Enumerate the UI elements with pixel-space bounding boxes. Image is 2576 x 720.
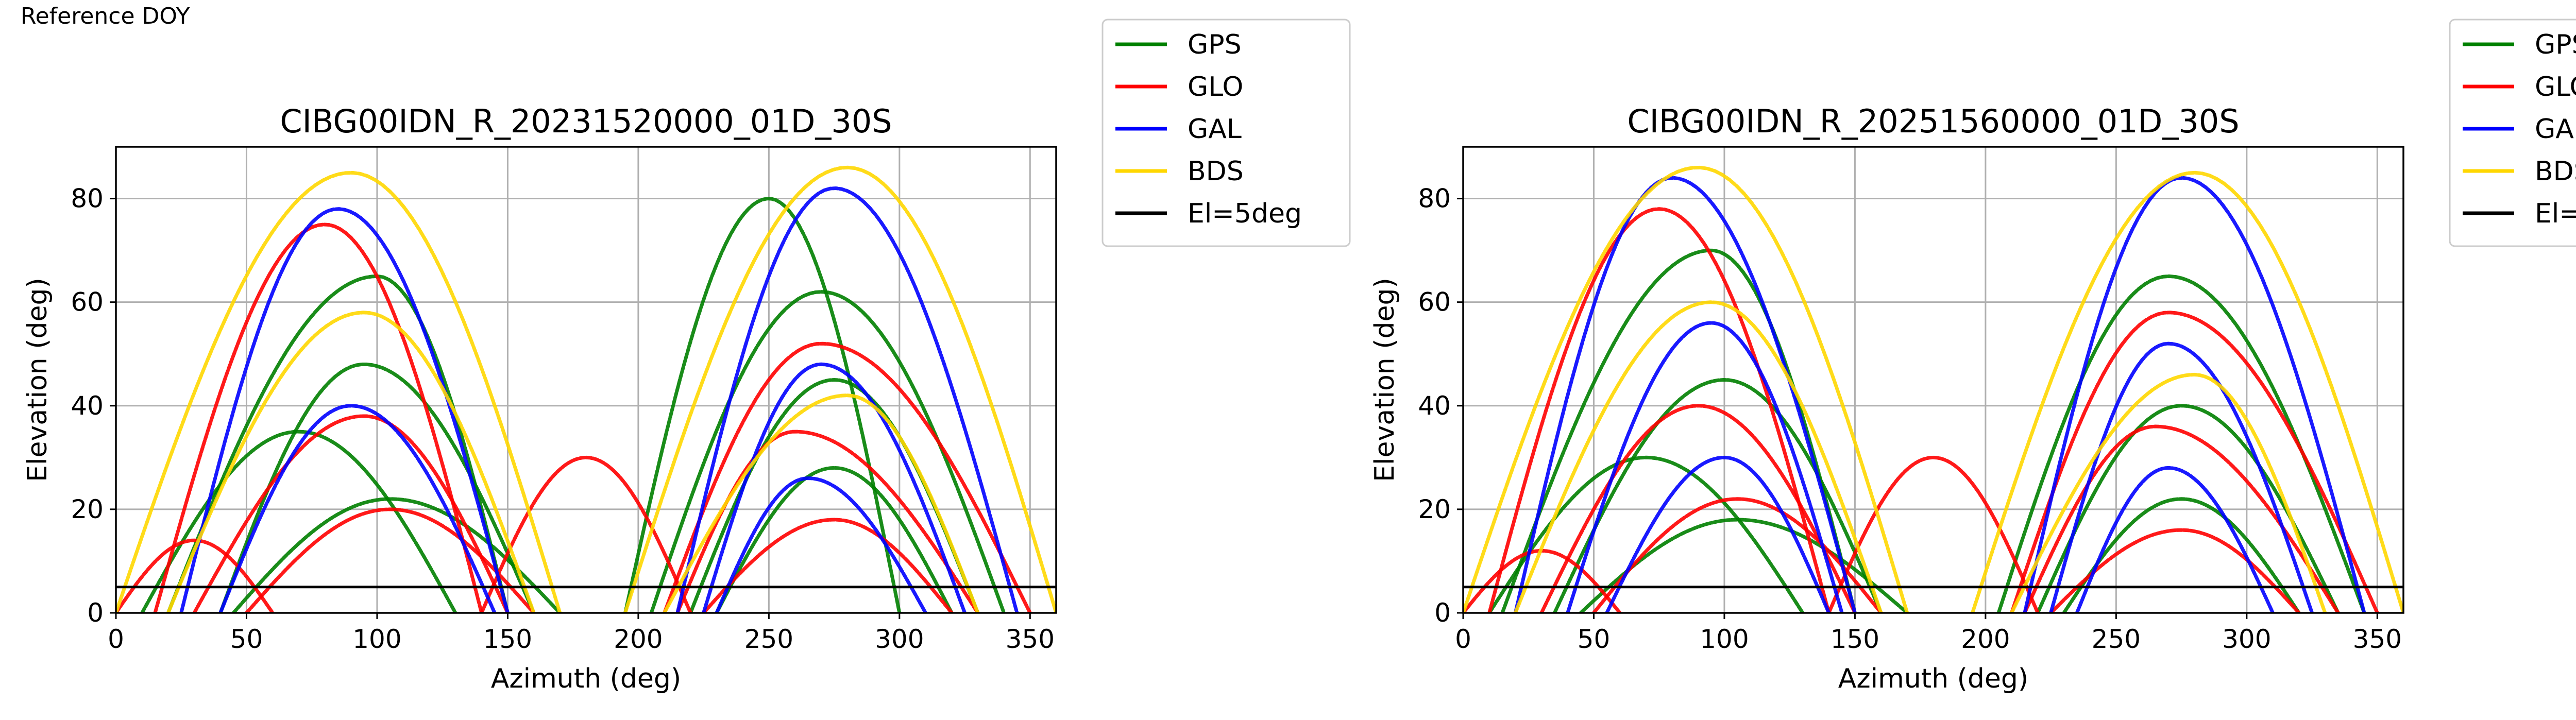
track-bds (2010, 372, 2327, 613)
track-gal (2075, 466, 2275, 613)
track-bds (116, 170, 562, 613)
track-glo (702, 518, 954, 613)
chart-1: 0 50 100 150 200 250 300 350 0 20 40 60 80 CIBG00IDN_… (22, 19, 1351, 694)
y-tick-label: 0 (87, 598, 104, 628)
legend-label: GPS (2535, 29, 2576, 60)
track-gps (218, 363, 536, 613)
figure-label: Reference DOY (21, 3, 190, 29)
track-bds (1513, 300, 1883, 613)
x-tick-label: 350 (1006, 624, 1055, 654)
track-glo (245, 507, 536, 613)
legend-label: GAL (2535, 114, 2576, 145)
y-tick-label: 80 (1418, 184, 1451, 214)
track-gal (179, 207, 510, 613)
legend-label: GPS (1188, 29, 1242, 60)
y-tick-label: 60 (71, 287, 104, 317)
track-glo (1592, 497, 1883, 613)
track-glo (153, 222, 484, 613)
track-glo (1487, 207, 1831, 613)
track-glo (192, 414, 510, 613)
track-glo (675, 430, 980, 613)
track-bds (1463, 165, 1909, 613)
y-tick-label: 20 (71, 494, 104, 524)
plot-frame (1462, 146, 2404, 614)
y-tick-label: 60 (1418, 287, 1451, 317)
x-tick-label: 200 (1961, 624, 2010, 654)
track-gps (2062, 497, 2301, 613)
x-tick-label: 350 (2353, 624, 2402, 654)
track-bds (663, 393, 980, 613)
chart-2: 0 50 100 150 200 250 300 350 0 20 40 60 80 CIBG00IDN_… (1369, 19, 2576, 694)
satellite-tracks (116, 165, 1056, 613)
track-gal (702, 362, 967, 613)
x-tick-label: 100 (352, 624, 401, 654)
track-glo (2010, 311, 2379, 613)
chart-title: CIBG00IDN_R_20251560000_01D_30S (1627, 102, 2239, 140)
x-axis-title: Azimuth (deg) (491, 663, 681, 694)
x-tick-label: 0 (1455, 624, 1471, 654)
x-axis-title: Azimuth (deg) (1838, 663, 2028, 694)
x-tick-label: 50 (230, 624, 263, 654)
x-tick-label: 150 (483, 624, 532, 654)
track-glo (1539, 404, 1857, 613)
track-gps (1487, 455, 1805, 613)
legend-label: GLO (1188, 72, 1243, 102)
y-tick-label: 80 (71, 184, 104, 214)
x-tick-label: 150 (1831, 624, 1879, 654)
track-gal (218, 404, 497, 613)
legend-box (1101, 19, 1351, 247)
legend-label: BDS (1188, 156, 1244, 187)
satellite-tracks (1463, 165, 2403, 613)
x-tick-label: 100 (1700, 624, 1749, 654)
track-gal (2049, 341, 2314, 613)
x-tick-label: 0 (108, 624, 124, 654)
track-glo (2049, 528, 2301, 613)
legend: GPS GLO GAL BDS El=5deg (1101, 19, 1351, 247)
x-tick-label: 300 (2222, 624, 2271, 654)
charts-root: 0 50 100 150 200 250 300 350020406080CIBG00IDN_… (22, 19, 2576, 694)
y-tick-label: 40 (1418, 391, 1451, 421)
legend-box (2449, 19, 2576, 247)
chart-title: CIBG00IDN_R_20231520000_01D_30S (280, 102, 892, 140)
legend-label: GAL (1188, 114, 1242, 145)
track-gps (1552, 378, 1883, 613)
track-glo (1827, 455, 2040, 613)
legend-label: BDS (2535, 156, 2576, 187)
legend: GPS GLO GAL BDS El=5deg (2449, 19, 2576, 247)
track-bds (1971, 170, 2403, 613)
track-bds (166, 311, 536, 613)
x-tick-label: 250 (2092, 624, 2141, 654)
legend-label: El=5deg (1188, 198, 1302, 229)
legend-label: GLO (2535, 72, 2576, 102)
y-tick-label: 40 (71, 391, 104, 421)
track-glo (663, 341, 1032, 613)
x-tick-label: 200 (614, 624, 663, 654)
track-gal (1605, 455, 1831, 613)
track-gal (675, 186, 1019, 613)
legend-label: El=5deg (2535, 198, 2576, 229)
x-tick-label: 250 (744, 624, 793, 654)
track-gal (1566, 321, 1844, 613)
y-tick-label: 0 (1434, 598, 1451, 628)
track-bds (623, 165, 1056, 613)
track-gps (231, 497, 562, 613)
track-gps (140, 430, 457, 613)
x-tick-label: 300 (875, 624, 924, 654)
track-gal (2023, 176, 2366, 613)
y-axis-title: Elevation (deg) (22, 278, 53, 482)
x-tick-label: 50 (1578, 624, 1611, 654)
y-tick-label: 20 (1418, 494, 1451, 524)
track-gps (1500, 248, 1857, 613)
track-glo (480, 455, 692, 613)
y-axis-title: Elevation (deg) (1369, 278, 1400, 482)
track-gps (715, 466, 954, 613)
plot-frame (115, 146, 1057, 614)
track-glo (1463, 548, 1622, 613)
track-gps (649, 290, 1006, 613)
track-gal (1513, 176, 1857, 613)
track-gal (715, 476, 927, 613)
track-glo (116, 538, 275, 613)
